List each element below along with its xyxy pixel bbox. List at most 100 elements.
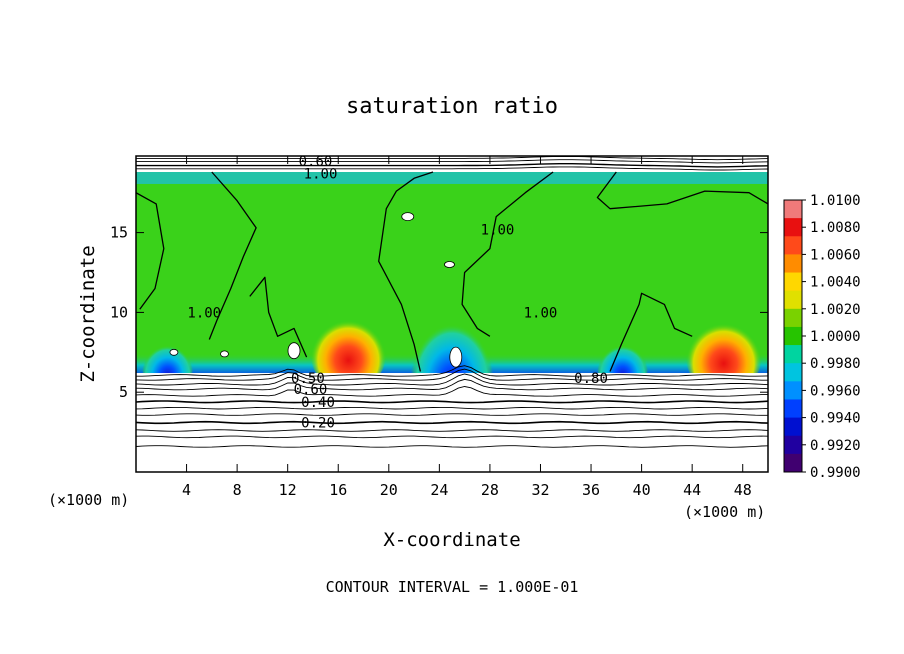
colorbar-label: 0.9900 — [810, 465, 861, 481]
contour-label: 0.40 — [301, 395, 335, 411]
subsaturated-hole — [401, 212, 415, 222]
contour-line-lower — [136, 386, 768, 397]
contour-line-1.00 — [596, 171, 768, 210]
svg-text:0.50: 0.50 — [291, 371, 325, 387]
contour-interval-note: CONTOUR INTERVAL = 1.000E-01 — [326, 578, 579, 596]
contour-line-lower — [136, 413, 768, 416]
contour-line-1.00 — [378, 171, 434, 372]
contour-label: 1.00 — [524, 305, 558, 321]
colorbar-swatch — [784, 308, 802, 328]
colorbar-swatch — [784, 417, 802, 437]
contour-line-lower — [136, 420, 768, 425]
x-tick-label: 8 — [233, 481, 242, 499]
colorbar-label: 0.9940 — [810, 411, 861, 427]
colorbar-swatch — [784, 399, 802, 419]
colorbar-label: 0.9980 — [810, 356, 861, 372]
colorbar-swatch — [784, 290, 802, 310]
svg-text:1.00: 1.00 — [524, 305, 558, 321]
x-axis-label: X-coordinate — [383, 529, 520, 551]
x-tick-label: 28 — [481, 481, 499, 499]
contour-line-1.00 — [208, 171, 257, 340]
contour-line-lower — [136, 400, 768, 404]
svg-text:0.80: 0.80 — [574, 371, 608, 387]
x-tick-label: 24 — [430, 481, 448, 499]
x-tick-label: 12 — [279, 481, 297, 499]
contour-line-lower — [136, 429, 768, 432]
contour-line-upper — [136, 159, 768, 164]
colorbar-swatch — [784, 381, 802, 400]
colorbar-label: 1.0000 — [810, 329, 861, 345]
x-tick-label: 40 — [633, 481, 651, 499]
contour-line-upper — [136, 163, 768, 168]
x-tick-label: 44 — [683, 481, 701, 499]
colorbar-label: 0.9960 — [810, 383, 861, 399]
x-tick-label: 20 — [380, 481, 398, 499]
plot-area: 0.601.001.001.001.000.800.500.600.400.20 — [136, 154, 768, 472]
svg-text:0.60: 0.60 — [299, 154, 333, 170]
colorbar: 1.0100 1.0080 1.0060 1.0040 1.0020 1.0000 0.99… — [783, 193, 861, 481]
contour-line-lower — [136, 406, 768, 410]
colorbar-swatch — [784, 236, 802, 255]
svg-text:0.20: 0.20 — [301, 416, 335, 432]
x-tick-label: 36 — [582, 481, 600, 499]
contour-line-1.00 — [249, 276, 308, 358]
x-axis: 4 8 12 16 20 24 28 32 36 40 44 48 — [182, 156, 752, 499]
contour-label: 0.20 — [301, 416, 335, 432]
colorbar-label: 1.0040 — [810, 275, 861, 291]
svg-text:0.40: 0.40 — [301, 395, 335, 411]
contour-line-1.00 — [609, 292, 693, 372]
contour-line-lower — [136, 373, 768, 386]
svg-text:1.00: 1.00 — [187, 305, 221, 321]
x-tick-label: 4 — [182, 481, 191, 499]
chart-title: saturation ratio — [346, 94, 558, 119]
contour-line-lower — [136, 445, 768, 448]
y-axis-label: Z-coordinate — [77, 245, 99, 382]
subsaturated-hole — [287, 342, 301, 360]
svg-text:1.00: 1.00 — [481, 222, 515, 238]
contour-label: 0.80 — [574, 371, 608, 387]
x-tick-label: 16 — [329, 481, 347, 499]
y-tick-label: 5 — [119, 383, 128, 401]
contour-label: 0.50 — [291, 371, 325, 387]
subsaturated-hole — [444, 261, 455, 268]
colorbar-swatch — [784, 272, 802, 292]
colorbar-label: 1.0060 — [810, 247, 861, 263]
colorbar-label: 1.0020 — [810, 302, 861, 318]
colorbar-label: 1.0100 — [810, 193, 861, 209]
subsaturated-hole — [220, 350, 229, 358]
contour-line-lower — [136, 365, 768, 377]
contour-label: 1.00 — [481, 222, 515, 238]
plot-frame — [135, 155, 769, 473]
x-unit-right: (×1000 m) — [684, 503, 765, 521]
svg-text:0.60: 0.60 — [294, 382, 328, 398]
contour-line-lower — [136, 368, 768, 381]
colorbar-label: 1.0080 — [810, 220, 861, 236]
contour-label: 0.60 — [294, 382, 328, 398]
colorbar-swatch — [784, 435, 802, 455]
upper-boundary-band — [136, 171, 768, 184]
colorbar-swatch — [784, 218, 802, 237]
colorbar-swatch — [784, 345, 802, 364]
x-tick-label: 32 — [531, 481, 549, 499]
contour-label: 0.60 — [299, 154, 333, 170]
contour-line-upper — [136, 156, 768, 161]
colorbar-swatch — [784, 200, 802, 219]
colorbar-swatch — [784, 363, 802, 382]
x-unit-left: (×1000 m) — [48, 491, 129, 509]
colorbar-swatch — [784, 453, 802, 473]
colorbar-swatch — [784, 254, 802, 274]
contour-label: 1.00 — [187, 305, 221, 321]
x-tick-label: 48 — [734, 481, 752, 499]
svg-text:1.00: 1.00 — [304, 167, 338, 183]
warm-patch — [310, 312, 387, 393]
subsaturated-hole — [169, 348, 179, 356]
colorbar-swatch — [784, 326, 802, 346]
contour-line-lower — [136, 435, 768, 439]
y-tick-label: 15 — [110, 224, 128, 242]
contour-line-upper — [136, 166, 768, 171]
contour-line-1.00 — [461, 171, 554, 337]
colorbar-label: 0.9920 — [810, 438, 861, 454]
contour-line-1.00 — [136, 192, 165, 310]
subsaturated-hole — [449, 346, 463, 368]
